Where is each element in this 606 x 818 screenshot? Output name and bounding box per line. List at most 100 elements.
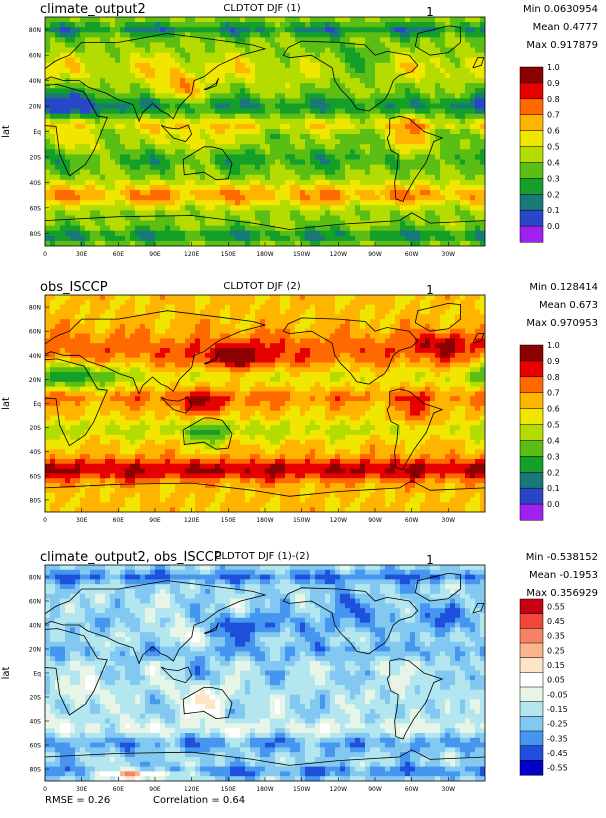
- field-cell: [390, 68, 396, 74]
- field-cell: [75, 114, 81, 120]
- field-cell: [265, 309, 271, 314]
- field-cell: [325, 215, 331, 221]
- field-cell: [280, 159, 286, 165]
- field-cell: [410, 236, 416, 242]
- field-cell: [120, 226, 126, 232]
- field-cell: [240, 165, 246, 171]
- field-cell: [265, 104, 271, 110]
- field-cell: [375, 73, 381, 79]
- field-cell: [140, 32, 146, 38]
- field-cell: [215, 200, 221, 206]
- field-cell: [440, 93, 446, 99]
- field-cell: [160, 226, 166, 232]
- field-cell: [265, 338, 271, 343]
- field-cell: [245, 295, 251, 300]
- field-cell: [250, 32, 256, 38]
- field-cell: [160, 210, 166, 216]
- field-cell: [265, 42, 271, 48]
- field-cell: [295, 324, 301, 329]
- field-cell: [50, 53, 56, 59]
- field-cell: [280, 88, 286, 94]
- field-cell: [195, 185, 201, 191]
- field-cell: [420, 334, 426, 339]
- field-raster: [45, 295, 486, 513]
- field-cell: [60, 149, 66, 155]
- field-cell: [315, 324, 321, 329]
- field-cell: [475, 68, 481, 74]
- field-cell: [80, 180, 86, 186]
- field-cell: [360, 48, 366, 54]
- field-cell: [360, 93, 366, 99]
- field-cell: [415, 185, 421, 191]
- field-cell: [395, 88, 401, 94]
- field-cell: [90, 343, 96, 348]
- field-cell: [220, 185, 226, 191]
- field-cell: [395, 221, 401, 227]
- field-cell: [75, 119, 81, 125]
- field-cell: [420, 93, 426, 99]
- field-cell: [220, 236, 226, 242]
- field-cell: [170, 32, 176, 38]
- field-cell: [185, 314, 191, 319]
- field-cell: [445, 329, 451, 334]
- field-cell: [200, 190, 206, 196]
- field-cell: [160, 119, 166, 125]
- field-cell: [150, 185, 156, 191]
- field-cell: [350, 37, 356, 43]
- field-cell: [320, 231, 326, 237]
- field-cell: [205, 22, 211, 28]
- field-cell: [60, 93, 66, 99]
- field-cell: [45, 124, 51, 130]
- field-cell: [180, 154, 186, 160]
- field-cell: [295, 88, 301, 94]
- field-cell: [205, 226, 211, 232]
- field-cell: [400, 63, 406, 69]
- field-cell: [245, 104, 251, 110]
- field-cell: [140, 159, 146, 165]
- field-cell: [105, 334, 111, 339]
- field-cell: [75, 93, 81, 99]
- field-cell: [270, 329, 276, 334]
- field-cell: [395, 32, 401, 38]
- field-cell: [70, 114, 76, 120]
- field-cell: [235, 144, 241, 150]
- field-cell: [175, 48, 181, 54]
- field-cell: [455, 129, 461, 135]
- field-cell: [100, 236, 106, 242]
- field-cell: [145, 22, 151, 28]
- field-cell: [285, 73, 291, 79]
- field-cell: [425, 93, 431, 99]
- field-cell: [80, 68, 86, 74]
- field-cell: [390, 119, 396, 125]
- field-cell: [195, 17, 201, 23]
- field-cell: [210, 109, 216, 115]
- field-cell: [420, 17, 426, 23]
- field-cell: [450, 17, 456, 23]
- field-cell: [75, 42, 81, 48]
- field-cell: [145, 68, 151, 74]
- field-cell: [165, 305, 171, 310]
- field-cell: [400, 93, 406, 99]
- field-cell: [290, 114, 296, 120]
- field-cell: [445, 124, 451, 130]
- field-cell: [125, 42, 131, 48]
- field-cell: [245, 221, 251, 227]
- field-cell: [155, 338, 161, 343]
- field-cell: [350, 309, 356, 314]
- field-cell: [80, 17, 86, 23]
- field-cell: [425, 104, 431, 110]
- field-cell: [45, 221, 51, 227]
- field-cell: [45, 48, 51, 54]
- field-cell: [115, 32, 121, 38]
- field-cell: [310, 73, 316, 79]
- field-cell: [220, 32, 226, 38]
- field-cell: [270, 32, 276, 38]
- field-cell: [60, 32, 66, 38]
- field-cell: [400, 154, 406, 160]
- field-cell: [425, 98, 431, 104]
- field-cell: [290, 305, 296, 310]
- field-cell: [325, 154, 331, 160]
- field-cell: [155, 98, 161, 104]
- field-cell: [470, 226, 476, 232]
- field-cell: [45, 185, 51, 191]
